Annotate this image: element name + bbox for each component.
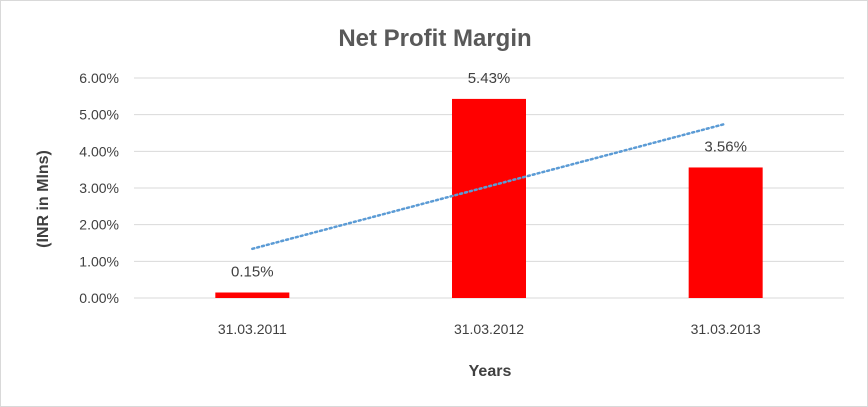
chart-title: Net Profit Margin <box>338 25 531 52</box>
bar <box>452 98 526 299</box>
trendline-group <box>251 122 727 251</box>
y-tick-label: 6.00% <box>79 70 119 86</box>
y-tick-label: 0.00% <box>79 290 119 306</box>
data-label: 0.15% <box>231 264 274 281</box>
trendline <box>251 122 727 251</box>
y-axis-title: (INR in Mlns) <box>35 150 52 248</box>
bar <box>215 292 290 298</box>
data-labels: 0.15% 5.43% 3.56% <box>231 70 747 281</box>
data-label: 5.43% <box>468 70 511 87</box>
y-tick-label: 4.00% <box>79 143 119 159</box>
x-axis-title: Years <box>469 363 512 380</box>
x-tick-label: 31.03.2012 <box>454 321 524 337</box>
y-tick-label: 3.00% <box>79 180 119 196</box>
x-tick-label: 31.03.2013 <box>691 321 761 337</box>
bars <box>215 98 763 299</box>
y-tick-label: 1.00% <box>79 253 119 269</box>
y-tick-label: 2.00% <box>79 217 119 233</box>
bar <box>688 167 763 298</box>
x-axis-categories: 31.03.2011 31.03.2012 31.03.2013 <box>218 321 761 337</box>
x-tick-label: 31.03.2011 <box>218 321 287 337</box>
y-axis-ticks: 0.00% 1.00% 2.00% 3.00% 4.00% 5.00% 6.00% <box>79 70 119 306</box>
y-tick-label: 5.00% <box>79 107 119 123</box>
data-label: 3.56% <box>704 138 747 155</box>
